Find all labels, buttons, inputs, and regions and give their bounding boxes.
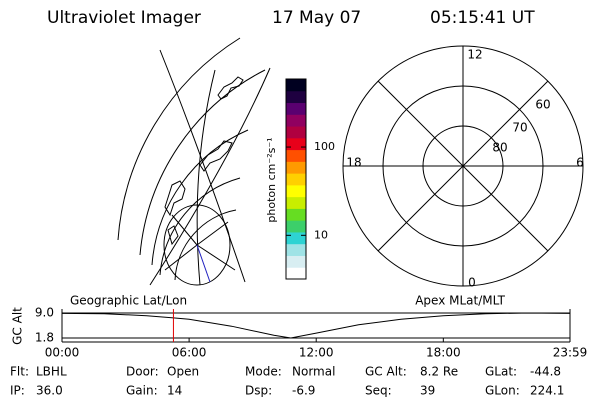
altitude-plot: 9.0 1.800:00 06:00 12:00 18:00 23:59 [35, 306, 587, 360]
map-title: Geographic Lat/Lon [70, 294, 187, 308]
color-step [286, 220, 306, 233]
colorbar-label: photon cm⁻²s⁻¹ [265, 137, 278, 222]
polar-title: Apex MLat/MLT [415, 294, 505, 308]
color-step [286, 161, 306, 174]
colorbar-frame [285, 78, 307, 280]
color-step [286, 79, 306, 92]
tick-label: 100 [314, 140, 335, 153]
y-label: GC Alt [11, 307, 25, 345]
instrument: Ultraviolet Imager [47, 8, 201, 28]
field-value: LBHL [36, 365, 67, 379]
mlat-label: 70 [512, 121, 527, 135]
field-value: 8.2 Re [420, 365, 458, 379]
field-value: 39 [420, 384, 435, 398]
polar-labels: 12 18 6 0 60 70 80 [346, 48, 583, 290]
field-value: Normal [292, 365, 335, 379]
x-tick-label: 18:00 [426, 346, 461, 360]
mlt-label: 6 [576, 156, 584, 170]
time: 05:15:41 UT [430, 8, 535, 28]
y-tick-label: 9.0 [35, 306, 54, 320]
color-step [286, 126, 306, 139]
date: 17 May 07 [272, 8, 361, 28]
field-value: 14 [167, 384, 182, 398]
mlt-label: 12 [467, 48, 482, 62]
field-value: -6.9 [292, 384, 315, 398]
field-label: GLon: [485, 384, 520, 398]
polar-grid [342, 45, 584, 287]
field-label: Mode: [245, 365, 282, 379]
color-step [286, 196, 306, 209]
field-value: 224.1 [530, 384, 564, 398]
mlt-label: 0 [468, 276, 476, 290]
geographic-map [117, 37, 271, 286]
mlat-label: 60 [535, 98, 550, 112]
x-tick-label: 23:59 [553, 346, 588, 360]
color-step [286, 114, 306, 127]
color-step [286, 90, 306, 104]
color-step [286, 149, 306, 162]
color-step [286, 231, 306, 245]
y-tick-label: 1.8 [35, 331, 54, 345]
colorbar: 10 100 [285, 78, 335, 280]
field-value: -44.8 [530, 365, 561, 379]
color-step [286, 267, 306, 280]
color-step [286, 173, 306, 186]
color-step [286, 243, 306, 256]
altitude-line [61, 312, 571, 339]
color-step [286, 137, 306, 151]
field-value: Open [167, 365, 199, 379]
x-tick-label: 12:00 [299, 346, 334, 360]
color-step [286, 255, 306, 268]
field-label: Seq: [365, 384, 392, 398]
mlt-label: 18 [346, 156, 361, 170]
color-step [286, 208, 306, 221]
field-value: 36.0 [36, 384, 63, 398]
footer: Flt: LBHL Door: Open Mode: Normal GC Alt: 8.2 R… [10, 365, 564, 398]
field-label: Flt: [10, 365, 29, 379]
tick-label: 10 [314, 228, 328, 241]
field-label: Dsp: [245, 384, 272, 398]
color-step [286, 184, 306, 198]
field-label: Door: [126, 365, 159, 379]
field-label: IP: [10, 384, 25, 398]
field-label: GC Alt: [365, 365, 407, 379]
mlat-label: 80 [492, 141, 507, 155]
color-step [286, 102, 306, 115]
field-label: GLat: [485, 365, 517, 379]
field-label: Gain: [126, 384, 158, 398]
x-tick-label: 00:00 [45, 346, 80, 360]
x-tick-label: 06:00 [172, 346, 207, 360]
